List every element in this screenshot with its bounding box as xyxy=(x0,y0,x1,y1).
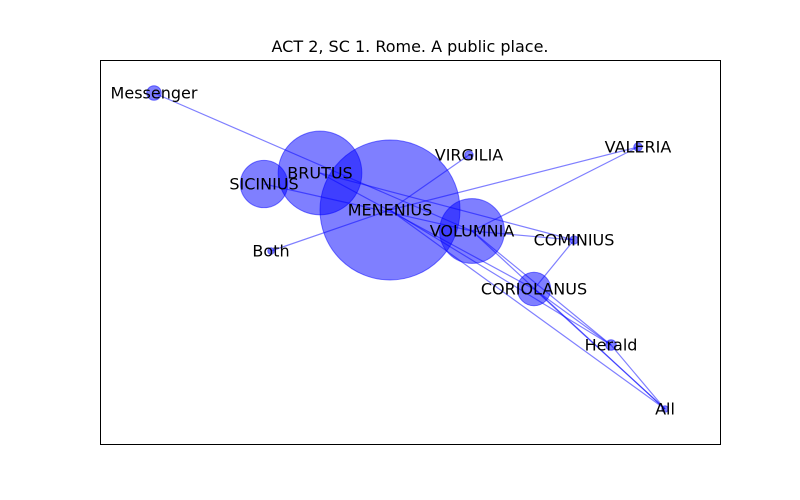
node-label-both: Both xyxy=(252,242,289,261)
node-herald[interactable] xyxy=(605,339,617,351)
node-both[interactable] xyxy=(267,247,275,255)
node-label-virgilia: VIRGILIA xyxy=(435,146,504,165)
node-label-volumnia: VOLUMNIA xyxy=(430,222,515,241)
node-label-menenius: MENENIUS xyxy=(348,201,433,220)
node-coriolanus[interactable] xyxy=(516,271,552,307)
node-label-valeria: VALERIA xyxy=(605,138,672,157)
node-label-all: All xyxy=(655,400,675,419)
figure-title: ACT 2, SC 1. Rome. A public place. xyxy=(272,37,549,56)
node-label-coriolanus: CORIOLANUS xyxy=(481,280,587,299)
node-label-messenger: Messenger xyxy=(111,84,198,103)
node-virgilia[interactable] xyxy=(464,150,474,160)
node-cominius[interactable] xyxy=(569,235,579,245)
node-volumnia[interactable] xyxy=(439,198,505,264)
node-label-herald: Herald xyxy=(585,336,638,355)
node-label-sicinius: SICINIUS xyxy=(229,175,298,194)
node-valeria[interactable] xyxy=(633,142,643,152)
node-all[interactable] xyxy=(661,405,669,413)
node-messenger[interactable] xyxy=(146,85,162,101)
plot-frame xyxy=(100,60,721,445)
nodes-layer xyxy=(146,85,669,413)
node-sicinius[interactable] xyxy=(239,159,289,209)
edge-coriolanus-all xyxy=(533,288,666,410)
node-label-brutus: BRUTUS xyxy=(287,164,352,183)
edge-herald-all xyxy=(610,344,666,410)
node-label-cominius: COMINIUS xyxy=(534,231,615,250)
